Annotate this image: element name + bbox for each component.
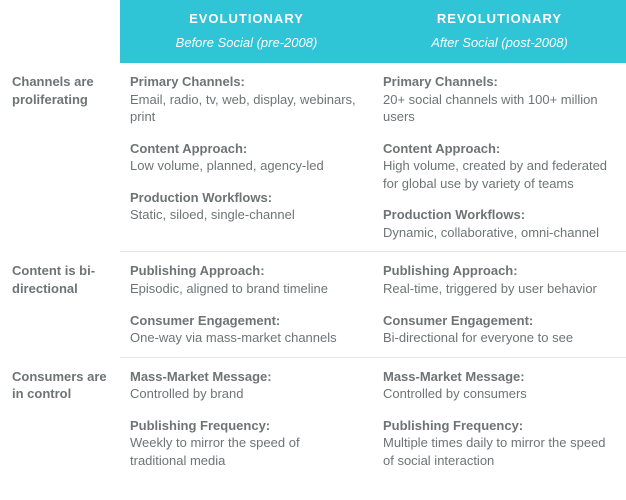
- block-heading: Production Workflows:: [383, 206, 612, 224]
- header-evolutionary: EVOLUTIONARY Before Social (pre-2008): [120, 0, 373, 63]
- block-heading: Consumer Engagement:: [383, 312, 612, 330]
- block-text: Multiple times daily to mirror the speed…: [383, 434, 612, 469]
- block: Publishing Frequency: Multiple times dai…: [383, 417, 612, 470]
- table: EVOLUTIONARY Before Social (pre-2008) RE…: [0, 0, 626, 479]
- block-text: High volume, created by and federated fo…: [383, 157, 612, 192]
- block: Content Approach: Low volume, planned, a…: [130, 140, 359, 175]
- block: Production Workflows: Dynamic, collabora…: [383, 206, 612, 241]
- block-heading: Mass-Market Message:: [383, 368, 612, 386]
- cell-col2: Mass-Market Message: Controlled by consu…: [373, 358, 626, 480]
- block-heading: Production Workflows:: [130, 189, 359, 207]
- header-col1-top: EVOLUTIONARY: [126, 10, 367, 28]
- header-col2-top: REVOLUTIONARY: [379, 10, 620, 28]
- block-heading: Content Approach:: [130, 140, 359, 158]
- block: Content Approach: High volume, created b…: [383, 140, 612, 193]
- block-heading: Content Approach:: [383, 140, 612, 158]
- block-heading: Consumer Engagement:: [130, 312, 359, 330]
- block-heading: Mass-Market Message:: [130, 368, 359, 386]
- block-text: Controlled by brand: [130, 385, 359, 403]
- header-revolutionary: REVOLUTIONARY After Social (post-2008): [373, 0, 626, 63]
- block: Consumer Engagement: One-way via mass-ma…: [130, 312, 359, 347]
- cell-col1: Publishing Approach: Episodic, aligned t…: [120, 252, 373, 356]
- row-label: Consumers are in control: [0, 358, 120, 480]
- header-blank: [0, 0, 120, 63]
- header-col1-sub: Before Social (pre-2008): [126, 34, 367, 52]
- table-row: Content is bi-directional Publishing App…: [0, 252, 626, 356]
- block-text: Dynamic, collaborative, omni-channel: [383, 224, 612, 242]
- block-heading: Publishing Approach:: [383, 262, 612, 280]
- block-heading: Publishing Frequency:: [383, 417, 612, 435]
- header-col2-sub: After Social (post-2008): [379, 34, 620, 52]
- block: Publishing Approach: Episodic, aligned t…: [130, 262, 359, 297]
- block: Publishing Approach: Real-time, triggere…: [383, 262, 612, 297]
- row-label: Content is bi-directional: [0, 252, 120, 356]
- block-text: Low volume, planned, agency-led: [130, 157, 359, 175]
- block: Production Workflows: Static, siloed, si…: [130, 189, 359, 224]
- block-text: 20+ social channels with 100+ million us…: [383, 91, 612, 126]
- table-row: Channels are proliferating Primary Chann…: [0, 63, 626, 251]
- cell-col1: Mass-Market Message: Controlled by brand…: [120, 358, 373, 480]
- cell-col2: Primary Channels: 20+ social channels wi…: [373, 63, 626, 251]
- cell-col2: Publishing Approach: Real-time, triggere…: [373, 252, 626, 356]
- cell-col1: Primary Channels: Email, radio, tv, web,…: [120, 63, 373, 251]
- block: Publishing Frequency: Weekly to mirror t…: [130, 417, 359, 470]
- block-text: Email, radio, tv, web, display, webinars…: [130, 91, 359, 126]
- block-text: Weekly to mirror the speed of traditiona…: [130, 434, 359, 469]
- block-text: Bi-directional for everyone to see: [383, 329, 612, 347]
- header-row: EVOLUTIONARY Before Social (pre-2008) RE…: [0, 0, 626, 63]
- block-heading: Publishing Approach:: [130, 262, 359, 280]
- table-row: Consumers are in control Mass-Market Mes…: [0, 358, 626, 480]
- block-heading: Publishing Frequency:: [130, 417, 359, 435]
- block: Consumer Engagement: Bi-directional for …: [383, 312, 612, 347]
- block-text: Controlled by consumers: [383, 385, 612, 403]
- block-text: Static, siloed, single-channel: [130, 206, 359, 224]
- block-text: Episodic, aligned to brand timeline: [130, 280, 359, 298]
- comparison-table: EVOLUTIONARY Before Social (pre-2008) RE…: [0, 0, 626, 500]
- block: Mass-Market Message: Controlled by brand: [130, 368, 359, 403]
- block: Mass-Market Message: Controlled by consu…: [383, 368, 612, 403]
- block: Primary Channels: 20+ social channels wi…: [383, 73, 612, 126]
- block-text: Real-time, triggered by user behavior: [383, 280, 612, 298]
- block-heading: Primary Channels:: [130, 73, 359, 91]
- block-text: One-way via mass-market channels: [130, 329, 359, 347]
- block: Primary Channels: Email, radio, tv, web,…: [130, 73, 359, 126]
- block-heading: Primary Channels:: [383, 73, 612, 91]
- row-label: Channels are proliferating: [0, 63, 120, 251]
